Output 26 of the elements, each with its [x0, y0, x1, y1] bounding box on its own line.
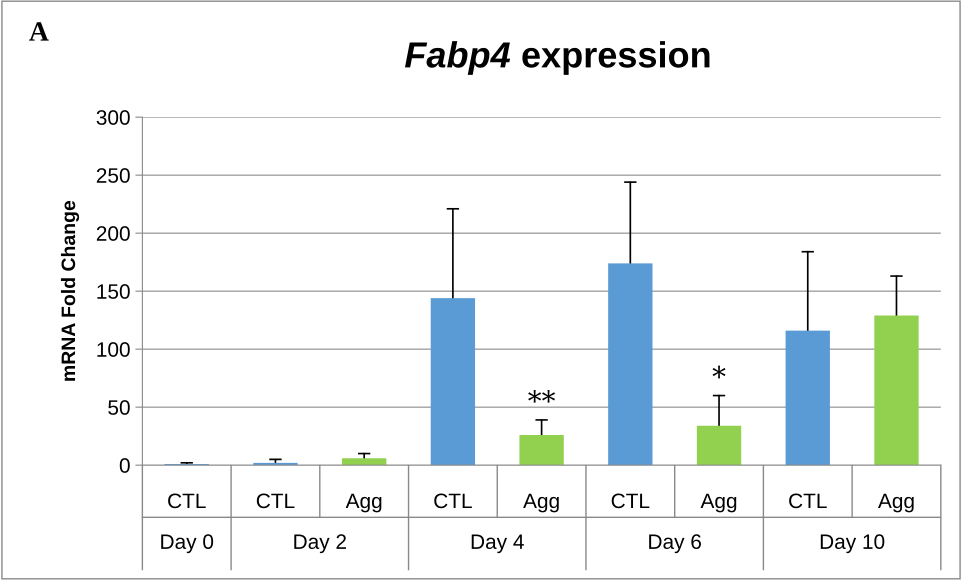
x-tick-label: CTL	[789, 493, 827, 508]
x-tick-label: CTL	[256, 493, 294, 508]
text: A	[29, 22, 49, 41]
text: Day 10	[820, 534, 884, 554]
y-tick-label: 300	[96, 110, 130, 125]
chart-title: Fabp4 expression	[404, 41, 710, 75]
x-tick-label: Agg	[346, 494, 382, 512]
y-tick-label: 0	[120, 458, 130, 473]
text: Day 4	[472, 534, 524, 554]
y-tick-label: 50	[108, 400, 130, 415]
y-axis-title: mRNA Fold Change	[60, 200, 80, 381]
y-tick-label: 250	[96, 168, 130, 183]
text: Day 2	[294, 534, 346, 554]
data-label: *	[712, 366, 726, 378]
x-tick-label: CTL	[612, 493, 650, 508]
y-tick-label: 150	[97, 284, 130, 299]
x-tick-label: CTL	[168, 493, 206, 508]
x-tick-label: Agg	[878, 494, 914, 512]
text: Day 0	[161, 534, 214, 554]
x-tick-label: CTL	[434, 493, 472, 508]
x-tick-label: Agg	[523, 494, 559, 512]
y-tick-label: 200	[96, 226, 130, 241]
data-label: **	[528, 390, 556, 403]
y-tick-label: 100	[97, 342, 130, 357]
text: Day 6	[649, 534, 701, 554]
x-tick-label: Agg	[700, 494, 736, 512]
